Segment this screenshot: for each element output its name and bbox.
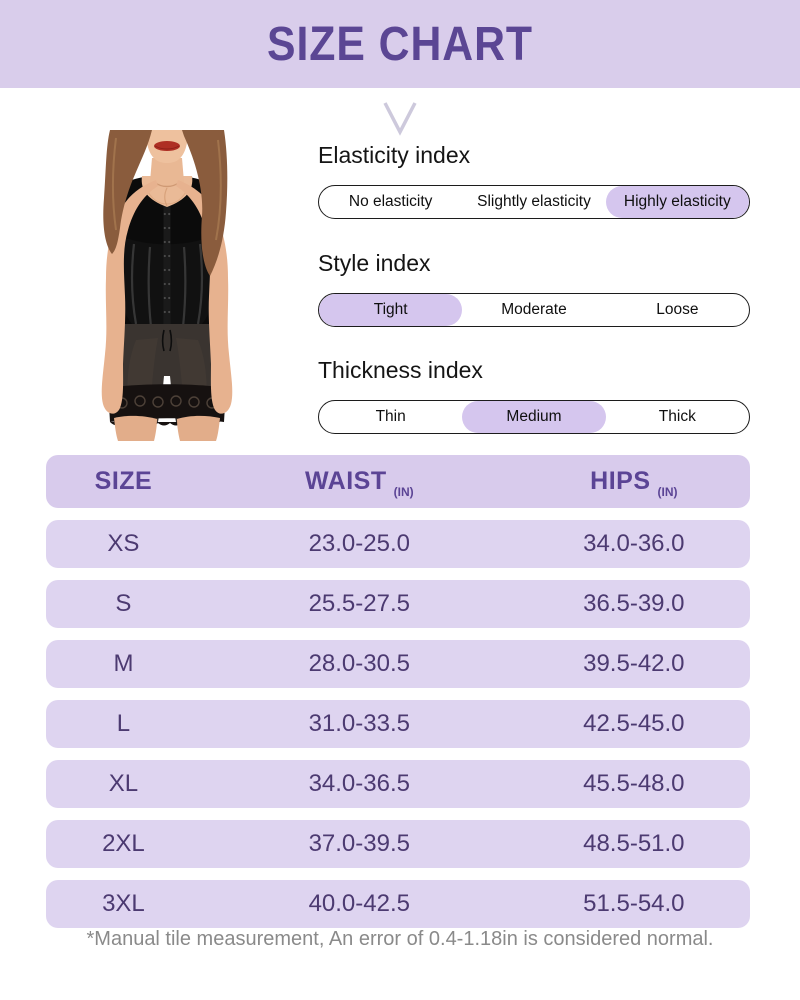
table-row-xs: XS 23.0-25.0 34.0-36.0: [46, 520, 750, 568]
cell-size: XL: [108, 770, 139, 797]
cell-size: S: [115, 590, 132, 617]
cell-hips: 51.5-54.0: [583, 890, 685, 917]
table-row-s: S 25.5-27.5 36.5-39.0: [46, 580, 750, 628]
thickness-option-thin: Thin: [375, 408, 406, 425]
chevron-down-icon: [383, 102, 417, 136]
header-banner: SIZE CHART: [0, 0, 800, 88]
cell-waist: 28.0-30.5: [308, 650, 410, 677]
table-row-m: M 28.0-30.5 39.5-42.0: [46, 640, 750, 688]
cell-waist: 23.0-25.0: [308, 530, 410, 557]
cell-size: XS: [107, 530, 140, 557]
cell-hips: 42.5-45.0: [583, 710, 685, 737]
cell-hips: 45.5-48.0: [583, 770, 685, 797]
product-image: [101, 130, 233, 441]
cell-hips: 39.5-42.0: [583, 650, 685, 677]
size-table-header: SIZE WAIST (IN) HIPS (IN): [46, 455, 750, 508]
table-row-3xl: 3XL 40.0-42.5 51.5-54.0: [46, 880, 750, 928]
cell-waist: 37.0-39.5: [308, 830, 410, 857]
cell-waist: 31.0-33.5: [308, 710, 410, 737]
col-header-waist: WAIST (IN): [304, 467, 414, 499]
thickness-index-heading: Thickness index: [318, 357, 483, 383]
cell-size: L: [116, 710, 131, 737]
hips-unit: (IN): [657, 485, 678, 499]
cell-size: 3XL: [102, 890, 145, 917]
thickness-index-bar: Thin Medium Thick: [318, 400, 750, 434]
waist-unit: (IN): [393, 485, 414, 499]
elasticity-index-section: Elasticity index No elasticity Slightly …: [318, 142, 750, 219]
elasticity-index-bar: No elasticity Slightly elasticity Highly…: [318, 185, 750, 219]
cell-hips: 48.5-51.0: [583, 830, 685, 857]
style-index-heading: Style index: [318, 250, 431, 276]
cell-waist: 40.0-42.5: [308, 890, 410, 917]
col-header-size: SIZE: [94, 467, 153, 495]
style-option-moderate: Moderate: [501, 301, 567, 318]
style-index-section: Style index Tight Moderate Loose: [318, 250, 750, 327]
cell-waist: 34.0-36.5: [308, 770, 410, 797]
cell-hips: 36.5-39.0: [583, 590, 685, 617]
cell-hips: 34.0-36.0: [583, 530, 685, 557]
elasticity-option-no: No elasticity: [348, 193, 433, 210]
cell-size: M: [113, 650, 134, 677]
col-header-hips: HIPS (IN): [590, 467, 678, 499]
thickness-option-thick: Thick: [658, 408, 696, 425]
size-table: SIZE WAIST (IN) HIPS (IN) XS 23.0-25.0 34.…: [46, 455, 750, 928]
style-option-loose: Loose: [656, 301, 699, 318]
table-row-xl: XL 34.0-36.5 45.5-48.0: [46, 760, 750, 808]
page-title: SIZE CHART: [267, 15, 533, 71]
style-option-tight: Tight: [319, 294, 463, 326]
cell-size: 2XL: [102, 830, 145, 857]
thickness-index-section: Thickness index Thin Medium Thick: [318, 357, 750, 434]
thickness-option-medium: Medium: [462, 401, 606, 433]
style-index-bar: Tight Moderate Loose: [318, 293, 750, 327]
table-row-2xl: 2XL 37.0-39.5 48.5-51.0: [46, 820, 750, 868]
cell-waist: 25.5-27.5: [308, 590, 410, 617]
table-row-l: L 31.0-33.5 42.5-45.0: [46, 700, 750, 748]
measurement-footnote: *Manual tile measurement, An error of 0.…: [86, 928, 714, 950]
elasticity-option-highly: Highly elasticity: [605, 186, 749, 218]
elasticity-index-heading: Elasticity index: [318, 142, 471, 168]
elasticity-option-slightly: Slightly elasticity: [477, 193, 591, 210]
